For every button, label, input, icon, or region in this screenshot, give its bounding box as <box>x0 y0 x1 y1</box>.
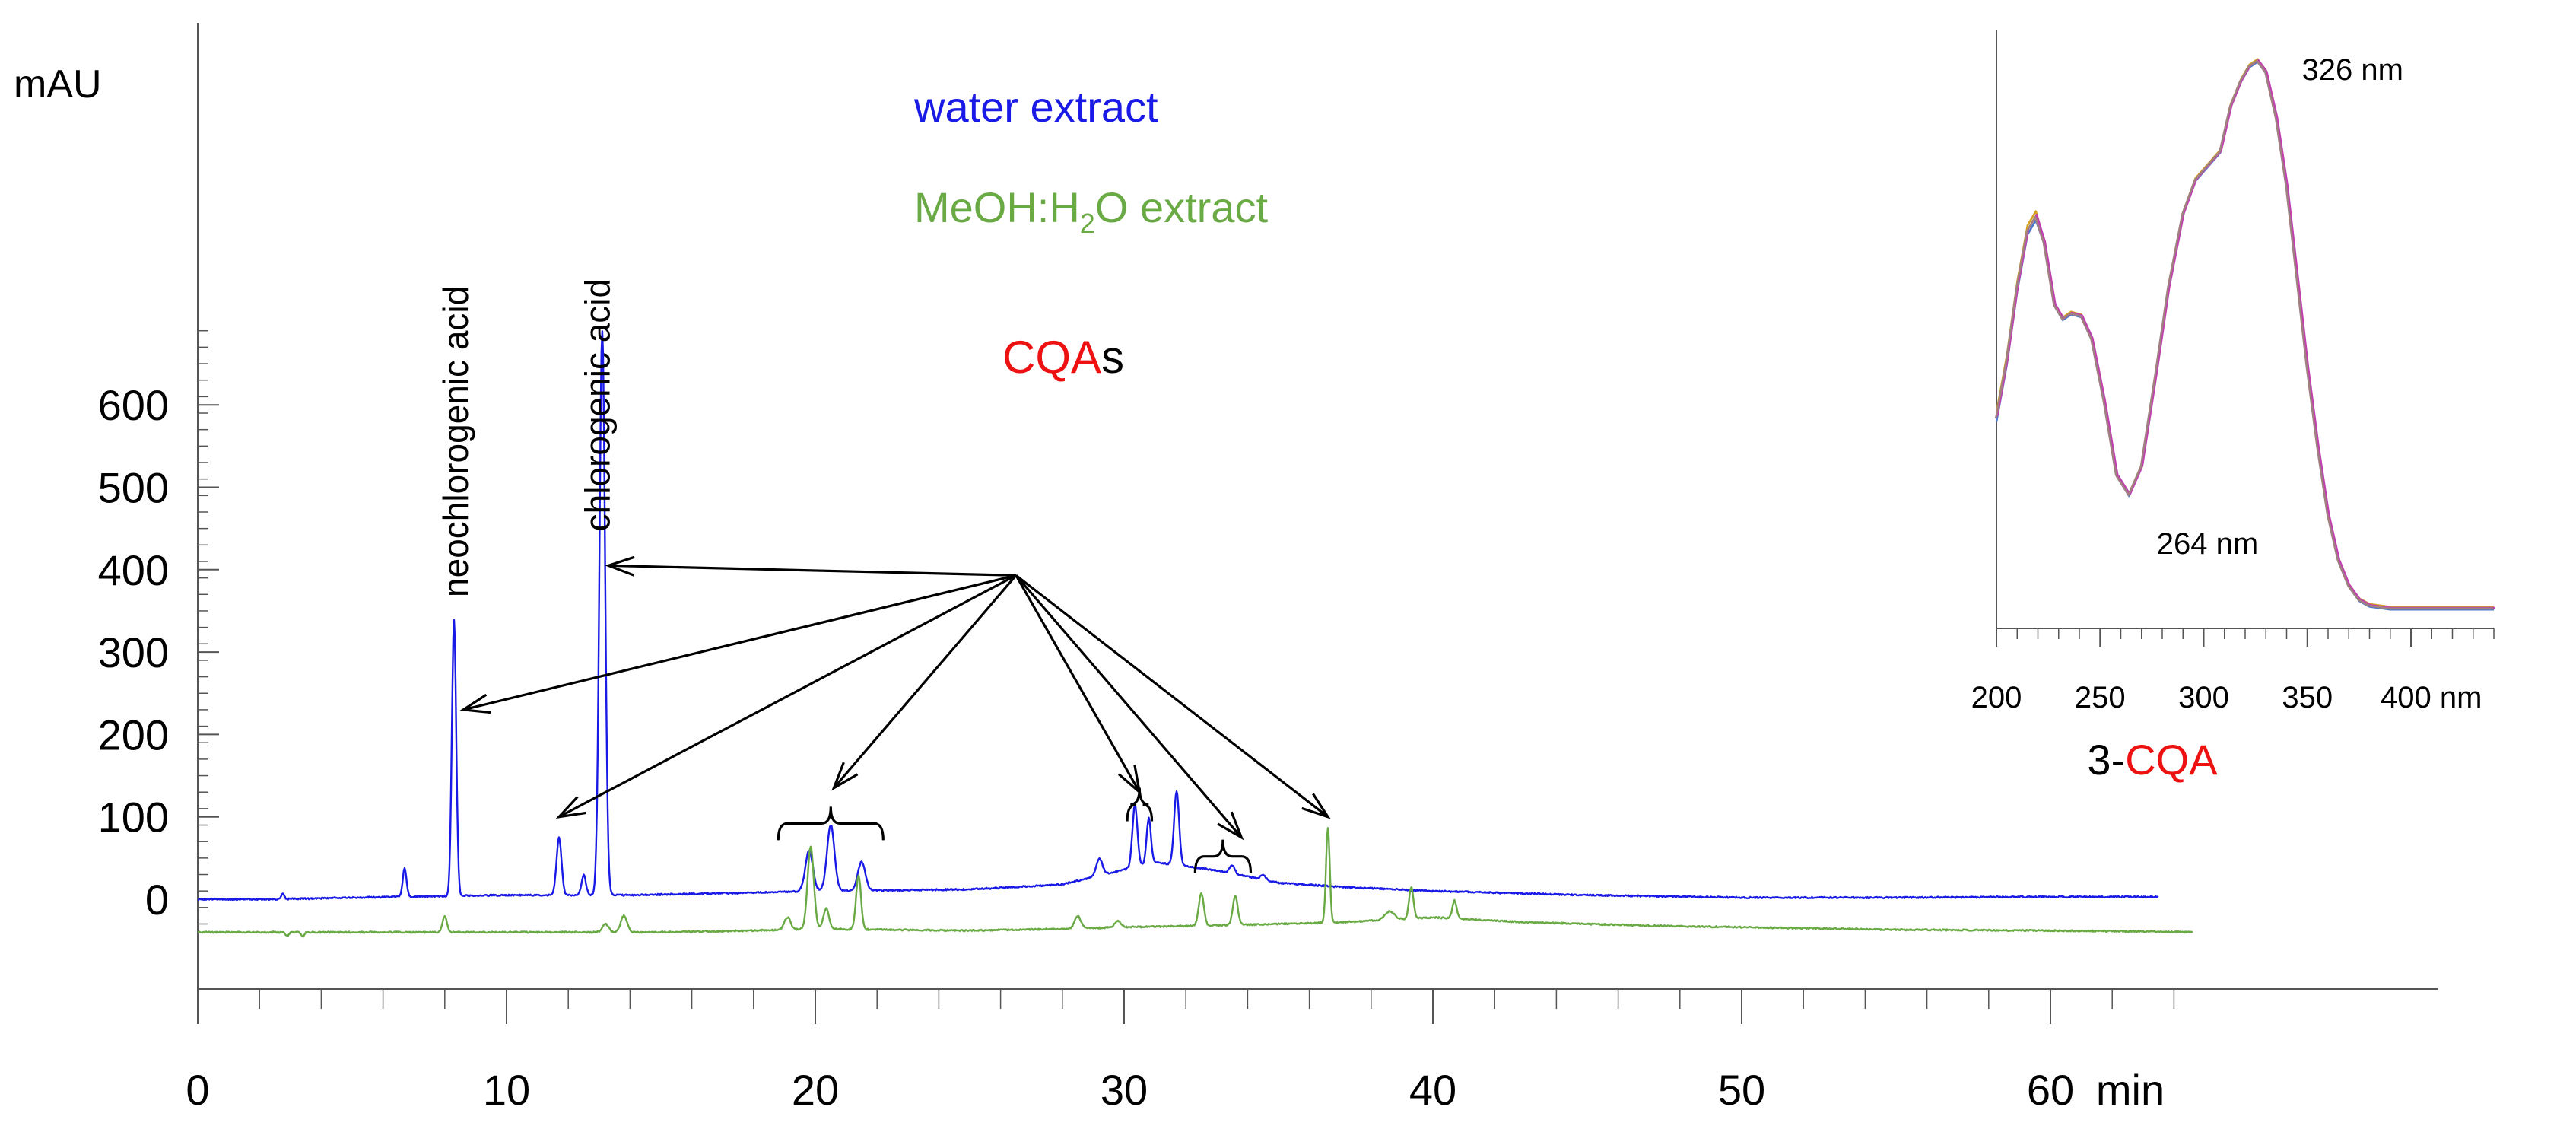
x-tick-label: 30 <box>1101 1066 1148 1114</box>
legend-meoh: MeOH:H2O extract <box>914 183 1268 239</box>
y-tick-label: 300 <box>98 628 169 676</box>
inset-title: 3-CQA <box>2087 736 2218 784</box>
inset-tick-label: 350 <box>2282 681 2333 714</box>
spectrum-line <box>1995 58 2494 608</box>
x-axis-unit: min <box>2096 1066 2165 1114</box>
spectrum-annotation: 326 nm <box>2302 53 2403 87</box>
annotation-arrow-line <box>1015 574 1243 838</box>
annotation-arrow-head <box>605 555 635 577</box>
legend-water: water extract <box>913 83 1158 131</box>
x-tick-label: 0 <box>186 1066 209 1114</box>
y-tick-label: 400 <box>98 546 169 594</box>
x-tick-label: 20 <box>792 1066 839 1114</box>
annotation-arrow-line <box>462 574 1017 711</box>
y-tick-label: 500 <box>98 464 169 512</box>
x-tick-label: 10 <box>483 1066 530 1114</box>
inset-tick-label: 250 <box>2075 681 2126 714</box>
y-tick-label: 100 <box>98 793 169 841</box>
annotation-arrow-head <box>459 693 491 714</box>
y-axis-label: mAU <box>14 62 102 107</box>
peak-label: neochlorogenic acid <box>436 286 475 597</box>
inset-title-cqa: CQA <box>2125 736 2218 784</box>
annotation-arrow-head <box>1217 811 1244 841</box>
legend-meoh-main: MeOH:H <box>914 183 1080 231</box>
series-trace-water <box>197 330 2159 902</box>
inset-tick-label: 200 <box>1971 681 2022 714</box>
annotation-arrow-head <box>1117 765 1142 796</box>
annotation-brace <box>777 806 885 841</box>
inset-spectrum: 200 250 300 350 400 nm 326 nm 264 nm 3-CQA <box>1971 30 2495 784</box>
annotation-arrow-head <box>831 762 859 791</box>
annotation-arrow-head <box>555 796 586 819</box>
cqa-annotation-label: CQAs <box>1002 332 1124 383</box>
legend: water extract MeOH:H2O extract <box>913 83 1268 239</box>
legend-meoh-rest: O extract <box>1095 183 1269 231</box>
cqa-label-acronym: CQA <box>1002 332 1101 383</box>
peak-label: chlorogenic acid <box>578 278 618 531</box>
cqa-label-suffix: s <box>1101 332 1124 383</box>
main-axes: 0 100 200 300 400 500 600 mAU 0 10 20 30 40 50 60 min <box>14 23 2438 1114</box>
annotation-arrow-line <box>558 574 1017 819</box>
spectrum-annotation: 264 nm <box>2157 527 2258 561</box>
inset-title-prefix: 3- <box>2087 736 2125 784</box>
y-tick-label: 200 <box>98 711 169 758</box>
inset-tick-label: 300 <box>2178 681 2229 714</box>
x-tick-label: 40 <box>1409 1066 1456 1114</box>
annotation-arrow-head <box>1301 793 1331 819</box>
series-trace-meoh <box>197 827 2193 938</box>
spectrum-line <box>1994 59 2494 610</box>
cqa-annotation: CQAs <box>459 332 1331 873</box>
spectrum-line <box>1996 59 2495 609</box>
annotation-arrow-line <box>1015 574 1329 818</box>
y-tick-label: 0 <box>145 876 169 924</box>
annotation-arrow-line <box>833 574 1018 789</box>
annotation-arrow-line <box>1015 574 1141 793</box>
legend-meoh-sub: 2 <box>1080 208 1095 239</box>
x-tick-label: 50 <box>1718 1066 1765 1114</box>
inset-tick-label: 400 nm <box>2381 681 2482 714</box>
y-tick-label: 600 <box>98 381 169 429</box>
annotation-brace <box>1126 787 1154 822</box>
x-tick-label: 60 <box>2027 1066 2074 1114</box>
annotation-arrow-line <box>608 564 1016 577</box>
